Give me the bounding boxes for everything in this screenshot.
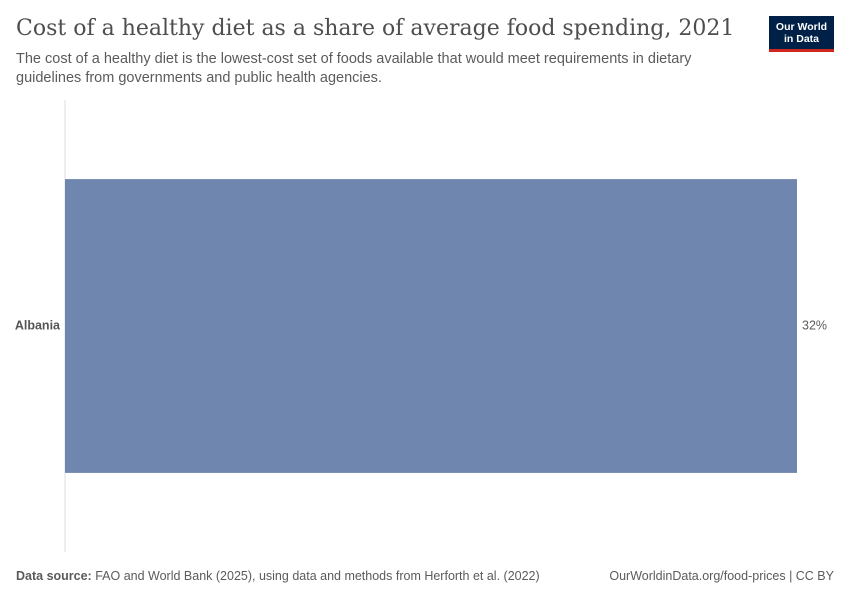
data-source: Data source: FAO and World Bank (2025), … xyxy=(16,569,540,583)
chart-subtitle: The cost of a healthy diet is the lowest… xyxy=(16,51,692,86)
bar-albania[interactable] xyxy=(65,179,797,473)
logo-line-2: in Data xyxy=(783,32,819,45)
owid-logo[interactable]: Our World in Data xyxy=(769,16,834,52)
logo-line-1: Our World xyxy=(775,20,828,33)
chart-title: Cost of a healthy diet as a share of ave… xyxy=(16,16,735,41)
value-label: 32% xyxy=(802,318,827,332)
footer-link[interactable]: OurWorldinData.org/food-prices | CC BY xyxy=(609,569,834,583)
category-label: Albania xyxy=(15,318,61,332)
data-source-text: FAO and World Bank (2025), using data an… xyxy=(95,569,540,583)
data-source-label: Data source: xyxy=(16,569,92,583)
